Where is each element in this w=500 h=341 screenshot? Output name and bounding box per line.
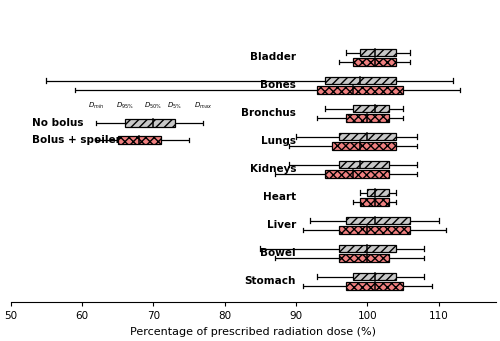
Text: Stomach: Stomach (244, 276, 296, 286)
Text: Bowel: Bowel (260, 248, 296, 258)
Text: $D_{50\%}$: $D_{50\%}$ (144, 101, 162, 112)
FancyBboxPatch shape (324, 77, 396, 84)
FancyBboxPatch shape (353, 58, 396, 66)
Text: Bladder: Bladder (250, 53, 296, 62)
Text: $D_{min}$: $D_{min}$ (88, 101, 104, 112)
FancyBboxPatch shape (125, 119, 175, 127)
FancyBboxPatch shape (332, 142, 396, 150)
Text: No bolus: No bolus (32, 118, 84, 128)
FancyBboxPatch shape (318, 86, 403, 94)
Text: Kidneys: Kidneys (250, 164, 296, 174)
FancyBboxPatch shape (346, 217, 410, 224)
FancyBboxPatch shape (353, 105, 389, 112)
FancyBboxPatch shape (346, 114, 389, 122)
FancyBboxPatch shape (339, 161, 389, 168)
FancyBboxPatch shape (360, 49, 396, 56)
FancyBboxPatch shape (360, 198, 389, 206)
Text: Bones: Bones (260, 80, 296, 90)
Text: Bronchus: Bronchus (241, 108, 296, 118)
Text: Bolus + spoiler: Bolus + spoiler (32, 135, 121, 145)
Text: $D_{5\%}$: $D_{5\%}$ (168, 101, 182, 112)
FancyBboxPatch shape (368, 189, 389, 196)
X-axis label: Percentage of prescribed radiation dose (%): Percentage of prescribed radiation dose … (130, 327, 376, 337)
Text: $D_{max}$: $D_{max}$ (194, 101, 212, 112)
FancyBboxPatch shape (346, 282, 403, 290)
FancyBboxPatch shape (339, 254, 389, 262)
Text: Lungs: Lungs (261, 136, 296, 146)
FancyBboxPatch shape (324, 170, 389, 178)
FancyBboxPatch shape (339, 226, 410, 234)
Text: Liver: Liver (267, 220, 296, 230)
FancyBboxPatch shape (353, 273, 396, 280)
FancyBboxPatch shape (339, 133, 396, 140)
FancyBboxPatch shape (118, 136, 160, 144)
Text: $D_{95\%}$: $D_{95\%}$ (116, 101, 134, 112)
Text: Heart: Heart (263, 192, 296, 202)
FancyBboxPatch shape (339, 245, 396, 252)
